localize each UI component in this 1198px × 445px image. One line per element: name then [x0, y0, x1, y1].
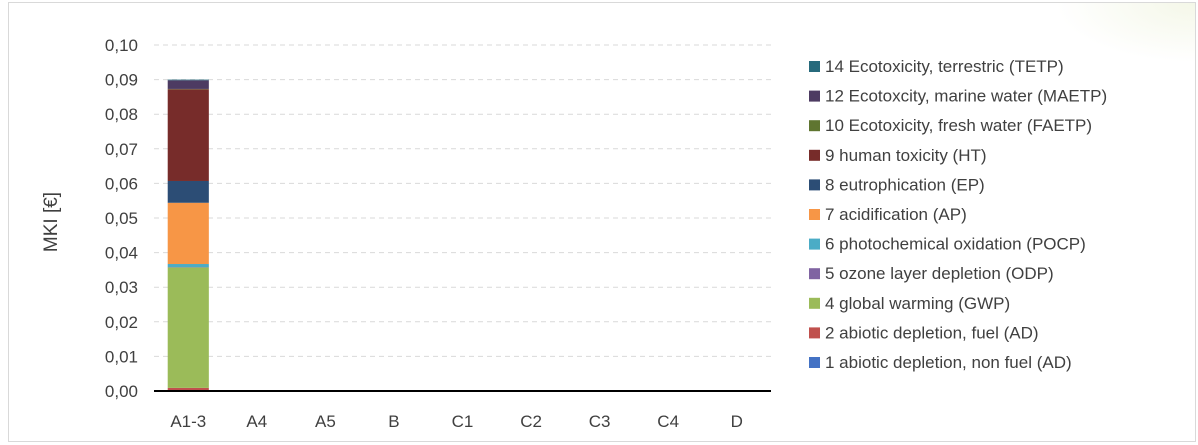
legend-item: 2 abiotic depletion, fuel (AD): [809, 323, 1039, 342]
legend-swatch: [809, 179, 820, 191]
bar-segment: [167, 202, 209, 265]
bar-segment: [167, 264, 209, 268]
corner-decoration: [1055, 3, 1195, 63]
legend-swatch: [809, 149, 820, 161]
legend-label: 8 eutrophication (EP): [825, 175, 985, 194]
bars: [167, 79, 209, 391]
legend-swatch: [809, 297, 820, 309]
legend-label: 12 Ecotoxcity, marine water (MAETP): [825, 87, 1107, 106]
y-tick-label: 0,05: [105, 209, 138, 228]
x-tick-label: D: [731, 412, 743, 431]
x-tick-label: C1: [452, 412, 474, 431]
legend-label: 6 photochemical oxidation (POCP): [825, 235, 1086, 254]
bar-segment: [167, 267, 209, 388]
legend: 14 Ecotoxicity, terrestric (TETP) 12 Ecot…: [809, 57, 1107, 372]
y-tick-label: 0,01: [105, 347, 138, 366]
x-tick-label: C3: [589, 412, 611, 431]
legend-item: 1 abiotic depletion, non fuel (AD): [809, 353, 1072, 372]
bar-segment: [167, 80, 209, 89]
bar-segment: [167, 180, 209, 203]
legend-swatch: [809, 61, 820, 72]
legend-label: 2 abiotic depletion, fuel (AD): [825, 323, 1039, 342]
x-tick-label: A4: [246, 412, 267, 431]
legend-label: 10 Ecotoxicity, fresh water (FAETP): [825, 116, 1092, 135]
y-tick-label: 0,07: [105, 140, 138, 159]
legend-label: 9 human toxicity (HT): [825, 146, 987, 165]
legend-swatch: [809, 209, 820, 220]
x-tick-label: A5: [315, 412, 336, 431]
legend-label: 7 acidification (AP): [825, 205, 967, 224]
legend-label: 14 Ecotoxicity, terrestric (TETP): [825, 57, 1064, 76]
legend-item: 10 Ecotoxicity, fresh water (FAETP): [809, 116, 1092, 135]
legend-label: 1 abiotic depletion, non fuel (AD): [825, 353, 1072, 372]
y-tick-label: 0,09: [105, 71, 138, 90]
legend-item: 5 ozone layer depletion (ODP): [809, 264, 1054, 283]
y-tick-label: 0,00: [105, 382, 138, 401]
x-tick-label: C2: [520, 412, 542, 431]
legend-swatch: [809, 357, 820, 368]
x-tick-label: B: [388, 412, 399, 431]
legend-label: 5 ozone layer depletion (ODP): [825, 264, 1054, 283]
y-axis-title: MKI [€]: [41, 192, 62, 252]
legend-swatch: [809, 120, 820, 132]
bar-segment: [167, 89, 209, 181]
y-tick-label: 0,06: [105, 174, 138, 193]
gridlines: [154, 44, 771, 357]
x-tick-label: C4: [657, 412, 679, 431]
y-tick-label: 0,04: [105, 244, 138, 263]
legend-item: 7 acidification (AP): [809, 205, 967, 224]
stacked-bar-chart: 0,00 0,01 0,02 0,03 0,04 0,05 0,06 0,07 0,08 0,09…: [41, 36, 1107, 431]
y-tick-label: 0,08: [105, 105, 138, 124]
axes: 0,00 0,01 0,02 0,03 0,04 0,05 0,06 0,07 0,08 0,09…: [105, 36, 771, 431]
bar-segment: [167, 79, 209, 81]
x-tick-label: A1-3: [170, 412, 206, 431]
legend-item: 12 Ecotoxcity, marine water (MAETP): [809, 87, 1107, 106]
legend-swatch: [809, 327, 820, 339]
y-tick-label: 0,02: [105, 313, 138, 332]
legend-swatch: [809, 238, 820, 250]
legend-swatch: [809, 268, 820, 280]
legend-item: 4 global warming (GWP): [809, 294, 1010, 313]
chart-frame: 0,00 0,01 0,02 0,03 0,04 0,05 0,06 0,07 0,08 0,09…: [8, 2, 1196, 442]
legend-item: 9 human toxicity (HT): [809, 146, 987, 165]
bar-segment: [167, 387, 209, 391]
legend-swatch: [809, 90, 820, 102]
legend-label: 4 global warming (GWP): [825, 294, 1010, 313]
legend-item: 14 Ecotoxicity, terrestric (TETP): [809, 57, 1064, 76]
y-tick-label: 0,10: [105, 36, 138, 55]
y-tick-label: 0,03: [105, 278, 138, 297]
legend-item: 8 eutrophication (EP): [809, 175, 985, 194]
legend-item: 6 photochemical oxidation (POCP): [809, 235, 1086, 254]
